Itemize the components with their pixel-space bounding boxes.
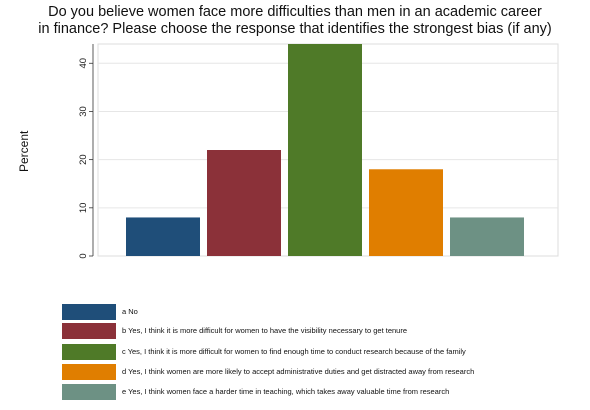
- legend-label-b: b Yes, I think it is more difficult for …: [122, 326, 408, 335]
- chart-title-line-2: in finance? Please choose the response t…: [38, 21, 552, 37]
- bar-d: [369, 169, 443, 256]
- legend-label-d: d Yes, I think women are more likely to …: [122, 367, 475, 376]
- bar-e: [450, 217, 524, 256]
- bar-a: [126, 217, 200, 256]
- legend-swatch-a: [62, 304, 116, 320]
- y-tick-label: 20: [78, 154, 89, 165]
- bar-c: [288, 44, 362, 256]
- legend-label-a: a No: [122, 307, 138, 316]
- y-tick-label: 40: [78, 58, 89, 69]
- legend-swatch-d: [62, 364, 116, 380]
- y-tick-label: 0: [78, 253, 89, 258]
- legend-label-e: e Yes, I think women face a harder time …: [122, 387, 450, 396]
- legend: a No b Yes, I think it is more difficult…: [40, 290, 567, 406]
- legend-swatch-c: [62, 344, 116, 360]
- legend-swatch-e: [62, 384, 116, 400]
- legend-swatch-b: [62, 323, 116, 339]
- bars: [126, 44, 524, 256]
- chart-title-line-1: Do you believe women face more difficult…: [48, 4, 542, 20]
- y-axis: 0 10 20 30 40: [78, 44, 94, 259]
- legend-label-c: c Yes, I think it is more difficult for …: [122, 347, 466, 356]
- bar-b: [207, 150, 281, 256]
- plot-area: 0 10 20 30 40: [78, 43, 559, 259]
- y-tick-label: 10: [78, 203, 89, 214]
- y-tick-label: 30: [78, 106, 89, 117]
